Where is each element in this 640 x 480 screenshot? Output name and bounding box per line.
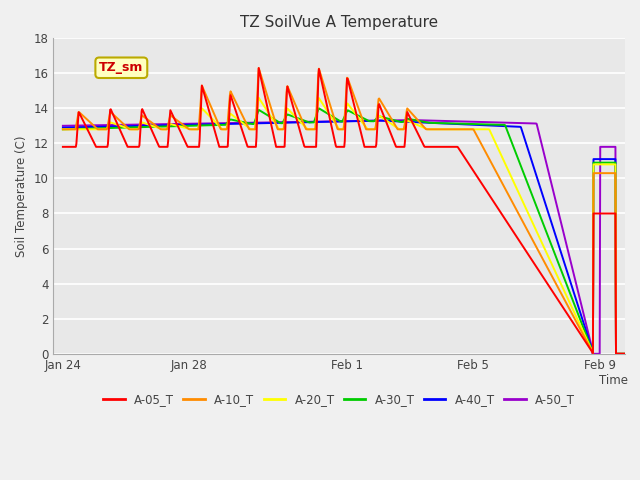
Y-axis label: Soil Temperature (C): Soil Temperature (C) bbox=[15, 135, 28, 257]
Legend: A-05_T, A-10_T, A-20_T, A-30_T, A-40_T, A-50_T: A-05_T, A-10_T, A-20_T, A-30_T, A-40_T, … bbox=[99, 389, 580, 411]
X-axis label: Time: Time bbox=[599, 374, 628, 387]
Text: TZ_sm: TZ_sm bbox=[99, 61, 143, 74]
Title: TZ SoilVue A Temperature: TZ SoilVue A Temperature bbox=[240, 15, 438, 30]
